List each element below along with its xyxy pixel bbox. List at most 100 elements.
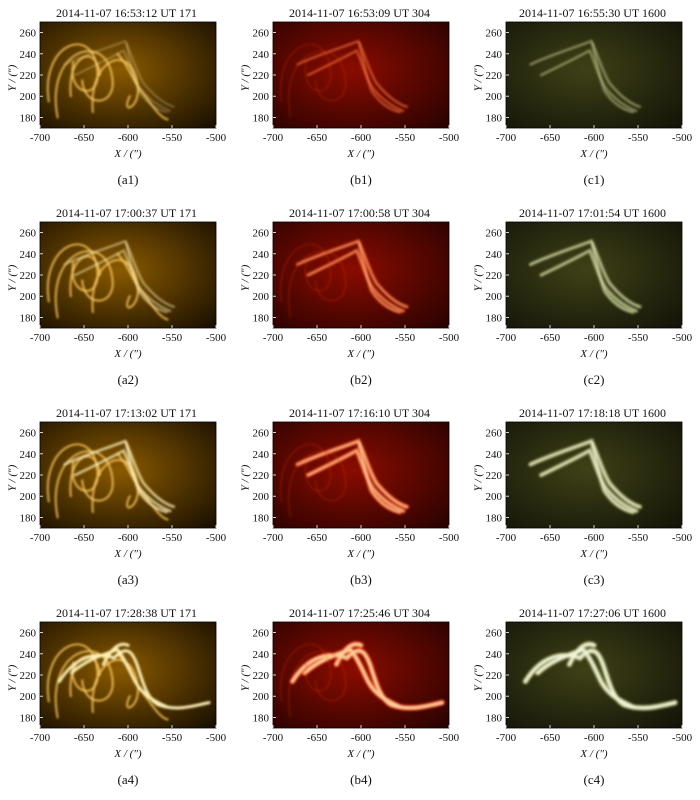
y-tick-label: 220	[486, 70, 503, 82]
figure-panel: 2014-11-07 16:53:09 UT 304 -700 -650 -600 -5…	[233, 0, 466, 200]
emission-structures	[528, 238, 642, 315]
solar-image	[40, 22, 216, 128]
x-tick-label: -600	[584, 332, 605, 344]
y-tick-label: 240	[253, 649, 270, 661]
y-tick-label: 240	[253, 249, 270, 261]
emission-structures	[280, 641, 445, 718]
y-tick-label: 240	[253, 449, 270, 461]
panel-label: (a1)	[117, 172, 139, 187]
panel-title: 2014-11-07 17:25:46 UT 304	[289, 606, 430, 620]
panel-title: 2014-11-07 17:16:10 UT 304	[289, 406, 430, 420]
y-tick-label: 200	[486, 491, 503, 503]
x-tick-label: -500	[439, 132, 460, 144]
x-tick-label: -550	[395, 332, 416, 344]
y-tick-label: 220	[20, 270, 37, 282]
x-axis-label: X / (″)	[114, 148, 142, 160]
panel-title: 2014-11-07 17:00:58 UT 304	[289, 206, 430, 220]
x-tick-label: -550	[628, 132, 649, 144]
x-axis-label: X / (″)	[114, 748, 142, 760]
emission-structures	[529, 39, 642, 114]
x-tick-label: -700	[496, 332, 517, 344]
x-tick-label: -600	[118, 132, 139, 144]
x-tick-label: -600	[351, 732, 372, 744]
emission-structures	[522, 641, 678, 711]
emission-structures	[46, 40, 175, 121]
x-tick-label: -650	[540, 132, 561, 144]
y-tick-label: 220	[253, 670, 270, 682]
emission-structures	[280, 238, 409, 318]
emission-structures	[46, 439, 176, 521]
y-axis-label: Y / (″)	[466, 648, 490, 708]
y-tick-label: 200	[20, 691, 37, 703]
x-tick-label: -700	[496, 732, 517, 744]
y-tick-label: 220	[486, 270, 503, 282]
x-tick-label: -550	[395, 532, 416, 544]
figure-panel: 2014-11-07 17:25:46 UT 304 -700 -650 -600 -5…	[233, 600, 466, 800]
solar-image	[506, 22, 682, 128]
x-tick-label: -700	[263, 332, 284, 344]
panel-label: (a4)	[117, 772, 139, 787]
y-axis-label-text: Y / (″)	[239, 264, 251, 292]
panel-label: (b3)	[350, 572, 372, 587]
x-axis-label: X / (″)	[114, 548, 142, 560]
y-tick-label: 260	[20, 228, 37, 240]
y-tick-label: 200	[253, 291, 270, 303]
emission-structures	[528, 437, 643, 515]
y-tick-label: 200	[253, 91, 270, 103]
solar-image-plot: -700 -650 -600 -550 -500 180 200 220 240 260	[20, 421, 227, 544]
y-tick-label: 260	[486, 228, 503, 240]
y-tick-label: 240	[486, 449, 503, 461]
solar-image	[40, 422, 216, 528]
panel-title: 2014-11-07 16:55:30 UT 1600	[519, 6, 666, 20]
x-tick-label: -650	[307, 332, 328, 344]
x-tick-label: -550	[162, 532, 183, 544]
x-tick-label: -700	[263, 532, 284, 544]
y-axis-label: Y / (″)	[0, 248, 24, 308]
y-axis-label-text: Y / (″)	[6, 664, 18, 692]
x-tick-label: -700	[30, 532, 51, 544]
y-tick-label: 220	[253, 270, 270, 282]
x-tick-label: -500	[206, 332, 227, 344]
y-tick-label: 260	[20, 428, 37, 440]
y-axis-label-text: Y / (″)	[239, 664, 251, 692]
emission-structures	[280, 39, 409, 118]
solar-image	[506, 422, 682, 528]
x-tick-label: -550	[628, 532, 649, 544]
figure-panel: 2014-11-07 17:01:54 UT 1600 -700 -650 -600-…	[466, 200, 699, 400]
y-axis-label: Y / (″)	[466, 48, 490, 108]
x-tick-label: -550	[628, 332, 649, 344]
y-axis-label: Y / (″)	[0, 448, 24, 508]
panel-label: (a2)	[117, 372, 139, 387]
y-tick-label: 240	[20, 49, 37, 61]
y-tick-label: 240	[20, 249, 37, 261]
figure-panel: 2014-11-07 17:18:18 UT 1600 -700 -650 -600-…	[466, 400, 699, 600]
y-axis-label-text: Y / (″)	[6, 464, 18, 492]
x-tick-label: -700	[30, 132, 51, 144]
y-tick-label: 180	[253, 112, 270, 124]
x-tick-label: -500	[672, 132, 693, 144]
panel-title: 2014-11-07 17:00:37 UT 171	[56, 206, 197, 220]
y-tick-label: 260	[253, 28, 270, 40]
x-axis-label: X / (″)	[347, 548, 375, 560]
x-tick-label: -500	[206, 732, 227, 744]
panel-label: (b1)	[350, 172, 372, 187]
y-tick-label: 180	[253, 512, 270, 524]
x-tick-label: -550	[162, 732, 183, 744]
y-axis-label-text: Y / (″)	[472, 464, 484, 492]
figure-panel: 2014-11-07 16:55:30 UT 1600 -700 -650 -600-…	[466, 0, 699, 200]
x-tick-label: -650	[74, 332, 95, 344]
x-tick-label: -650	[307, 732, 328, 744]
panel-title: 2014-11-07 17:18:18 UT 1600	[519, 406, 666, 420]
y-tick-label: 220	[20, 470, 37, 482]
x-tick-label: -650	[540, 532, 561, 544]
y-tick-label: 220	[253, 70, 270, 82]
panel-title: 2014-11-07 17:01:54 UT 1600	[519, 206, 666, 220]
panel-label: (c2)	[583, 372, 605, 387]
emission-structures	[46, 239, 175, 321]
y-tick-label: 180	[20, 112, 37, 124]
solar-image-plot: -700 -650 -600 -550 -500 180 200 220 240 260	[20, 621, 227, 744]
y-tick-label: 240	[486, 649, 503, 661]
y-tick-label: 200	[20, 491, 37, 503]
x-tick-label: -600	[118, 732, 139, 744]
x-tick-label: -650	[74, 732, 95, 744]
